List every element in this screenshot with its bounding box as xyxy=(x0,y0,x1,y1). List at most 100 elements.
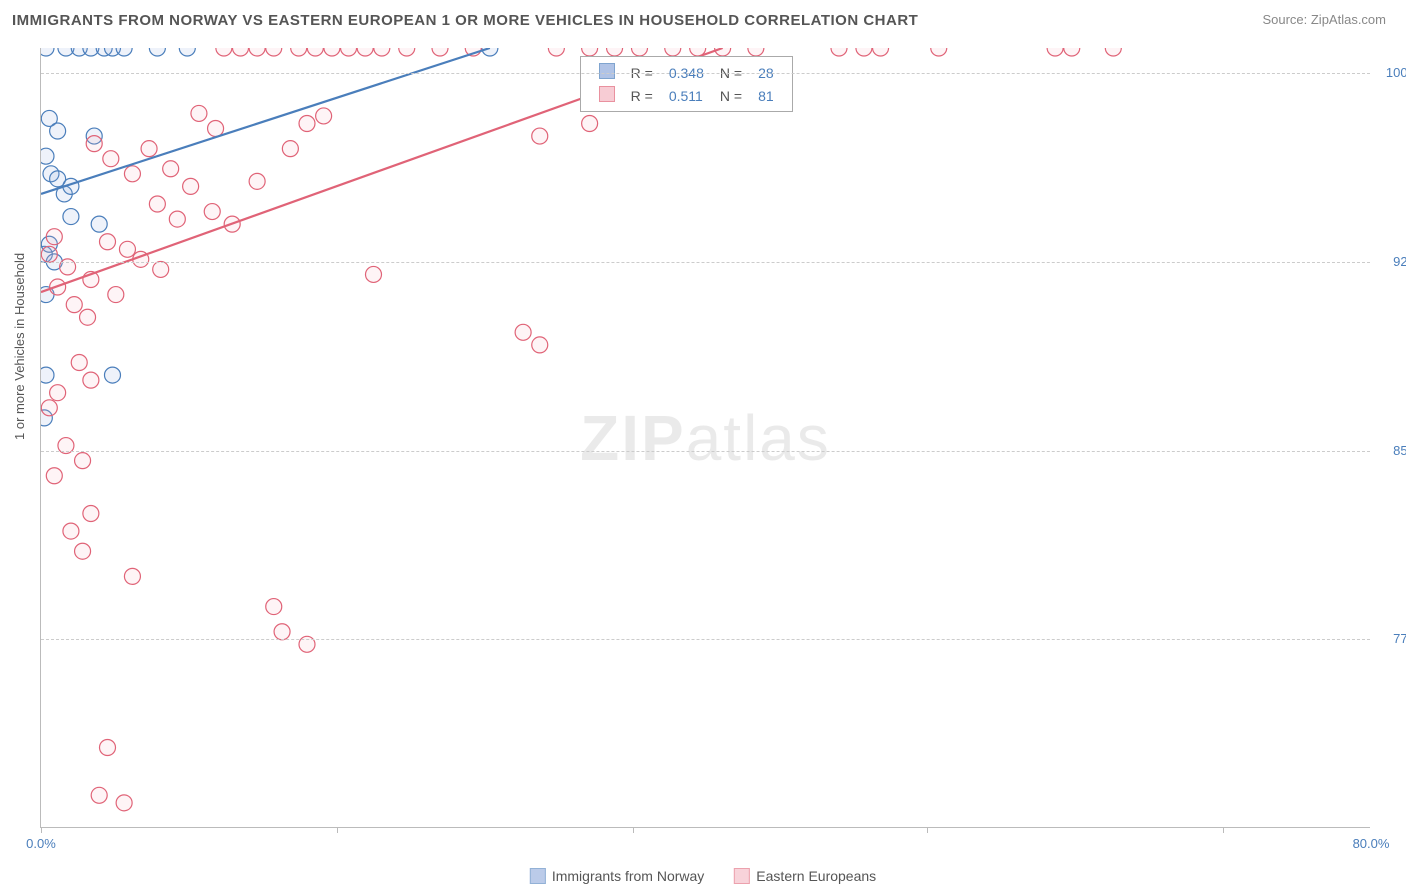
data-point xyxy=(582,48,598,56)
data-point xyxy=(71,355,87,371)
gridline xyxy=(41,262,1370,263)
data-point xyxy=(291,48,307,56)
data-point xyxy=(266,48,282,56)
source-prefix: Source: xyxy=(1262,12,1310,27)
x-tick-label: 0.0% xyxy=(26,836,56,851)
y-tick-label: 92.5% xyxy=(1375,254,1406,269)
y-tick-label: 100.0% xyxy=(1375,65,1406,80)
data-point xyxy=(282,141,298,157)
data-point xyxy=(124,568,140,584)
data-point xyxy=(233,48,249,56)
legend-swatch xyxy=(734,868,750,884)
data-point xyxy=(873,48,889,56)
data-point xyxy=(374,48,390,56)
data-point xyxy=(607,48,623,56)
data-point xyxy=(91,787,107,803)
data-point xyxy=(41,48,54,56)
source-name: ZipAtlas.com xyxy=(1311,12,1386,27)
data-point xyxy=(153,261,169,277)
x-tick-mark xyxy=(927,827,928,833)
data-point xyxy=(83,372,99,388)
x-tick-label: 80.0% xyxy=(1353,836,1390,851)
data-point xyxy=(108,287,124,303)
data-point xyxy=(46,468,62,484)
data-point xyxy=(191,105,207,121)
correlation-table: R =0.348N =28R =0.511N =81 xyxy=(591,61,782,107)
data-point xyxy=(41,148,54,164)
data-point xyxy=(63,209,79,225)
data-point xyxy=(515,324,531,340)
data-point xyxy=(41,246,57,262)
data-point xyxy=(532,128,548,144)
data-point xyxy=(119,241,135,257)
data-point xyxy=(249,48,265,56)
data-point xyxy=(50,385,66,401)
data-point xyxy=(856,48,872,56)
data-point xyxy=(307,48,323,56)
data-point xyxy=(75,543,91,559)
data-point xyxy=(357,48,373,56)
data-point xyxy=(141,141,157,157)
data-point xyxy=(46,229,62,245)
data-point xyxy=(86,136,102,152)
data-point xyxy=(149,48,165,56)
data-point xyxy=(208,121,224,137)
legend-row: R =0.511N =81 xyxy=(591,84,782,107)
plot-area: ZIPatlas R =0.348N =28R =0.511N =81 77.5… xyxy=(40,48,1370,828)
data-point xyxy=(299,115,315,131)
x-tick-mark xyxy=(1223,827,1224,833)
data-point xyxy=(665,48,681,56)
data-point xyxy=(100,234,116,250)
data-point xyxy=(249,173,265,189)
chart-title: IMMIGRANTS FROM NORWAY VS EASTERN EUROPE… xyxy=(12,12,918,29)
legend-series-name: Immigrants from Norway xyxy=(552,868,704,884)
y-tick-label: 85.0% xyxy=(1375,443,1406,458)
data-point xyxy=(548,48,564,56)
data-point xyxy=(632,48,648,56)
data-point xyxy=(324,48,340,56)
data-point xyxy=(179,48,195,56)
data-point xyxy=(1105,48,1121,56)
data-point xyxy=(831,48,847,56)
data-point xyxy=(91,216,107,232)
x-tick-mark xyxy=(633,827,634,833)
data-point xyxy=(399,48,415,56)
data-point xyxy=(532,337,548,353)
legend-r-value: 0.511 xyxy=(661,84,712,107)
data-point xyxy=(83,505,99,521)
chart-svg xyxy=(41,48,1371,828)
gridline xyxy=(41,73,1370,74)
correlation-legend: R =0.348N =28R =0.511N =81 xyxy=(580,56,793,112)
data-point xyxy=(341,48,357,56)
x-tick-mark xyxy=(337,827,338,833)
data-point xyxy=(163,161,179,177)
data-point xyxy=(66,297,82,313)
data-point xyxy=(216,48,232,56)
data-point xyxy=(103,151,119,167)
data-point xyxy=(63,523,79,539)
x-tick-mark xyxy=(41,827,42,833)
data-point xyxy=(274,624,290,640)
legend-series-name: Eastern Europeans xyxy=(756,868,876,884)
data-point xyxy=(931,48,947,56)
y-tick-label: 77.5% xyxy=(1375,631,1406,646)
data-point xyxy=(149,196,165,212)
legend-item: Immigrants from Norway xyxy=(530,868,704,884)
data-point xyxy=(116,795,132,811)
series-legend: Immigrants from Norway Eastern Europeans xyxy=(530,868,876,884)
data-point xyxy=(169,211,185,227)
gridline xyxy=(41,451,1370,452)
data-point xyxy=(366,266,382,282)
legend-item: Eastern Europeans xyxy=(734,868,876,884)
data-point xyxy=(100,739,116,755)
data-point xyxy=(582,115,598,131)
legend-n-label: N = xyxy=(712,84,750,107)
legend-r-label: R = xyxy=(623,84,661,107)
data-point xyxy=(41,400,57,416)
y-axis-label: 1 or more Vehicles in Household xyxy=(12,253,27,440)
data-point xyxy=(116,48,132,56)
legend-swatch xyxy=(599,86,615,102)
data-point xyxy=(104,367,120,383)
source-label: Source: ZipAtlas.com xyxy=(1262,12,1386,27)
gridline xyxy=(41,639,1370,640)
